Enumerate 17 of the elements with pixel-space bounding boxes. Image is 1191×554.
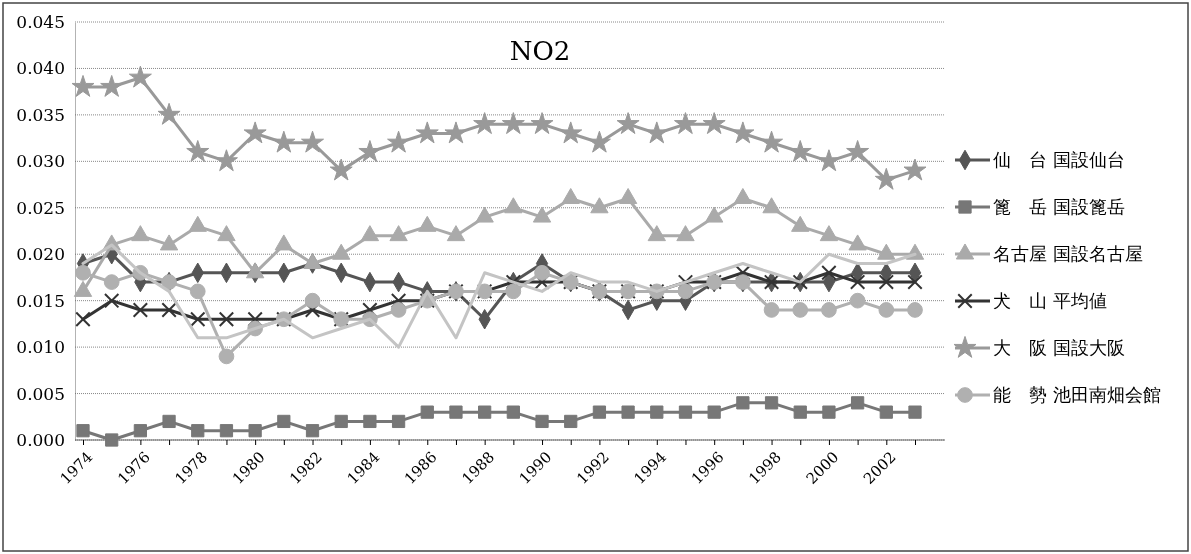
y-tick-label: 0.035 xyxy=(16,104,65,125)
y-tick-label: 0.000 xyxy=(16,429,65,450)
text: NO2 xyxy=(509,36,571,66)
y-tick-label: 0.040 xyxy=(16,58,65,79)
legend-label: 能 勢 池田南畑会館 xyxy=(993,384,1161,405)
y-tick-label: 0.015 xyxy=(16,290,65,311)
y-tick-label: 0.045 xyxy=(16,11,65,32)
legend-label: 大 阪 国設大阪 xyxy=(993,337,1125,358)
y-tick-label: 0.005 xyxy=(16,383,65,404)
legend-label: 篦 岳 国設篦岳 xyxy=(993,196,1125,217)
legend-label: 仙 台 国設仙台 xyxy=(993,149,1125,170)
y-tick-label: 0.030 xyxy=(16,151,65,172)
legend-label: 名古屋 国設名古屋 xyxy=(993,243,1143,264)
legend-label: 犬 山 平均値 xyxy=(993,290,1107,311)
y-tick-label: 0.020 xyxy=(16,244,65,265)
y-tick-label: 0.025 xyxy=(16,197,65,218)
y-tick-label: 0.010 xyxy=(16,337,65,358)
